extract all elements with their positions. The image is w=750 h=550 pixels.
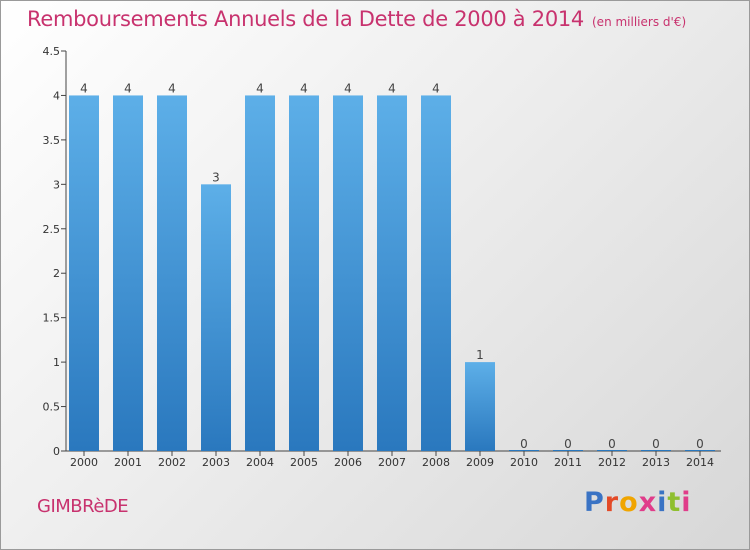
bar	[113, 95, 143, 451]
chart-axes: 0 0.5 1 1.5 2 2.5 3 3.5 4 4.5 2000 2001 2002 2003 2004…	[43, 45, 721, 469]
y-tick-label: 4	[53, 89, 60, 102]
bar	[69, 95, 99, 451]
proxiti-logo: Proxiti	[584, 487, 692, 518]
data-label: 4	[388, 81, 396, 95]
bar	[465, 362, 495, 451]
x-tick-label: 2003	[202, 456, 230, 469]
data-label: 4	[80, 81, 88, 95]
chart-bars	[69, 95, 715, 452]
data-label: 4	[432, 81, 440, 95]
x-tick-label: 2010	[510, 456, 538, 469]
data-label: 4	[168, 81, 176, 95]
logo-letter: P	[584, 487, 605, 518]
x-tick-label: 2007	[378, 456, 406, 469]
data-label: 4	[124, 81, 132, 95]
x-tick-label: 2001	[114, 456, 142, 469]
chart-labels: 4 4 4 3 4 4 4 4 4 1 0 0 0 0 0	[80, 81, 704, 451]
logo-letter: i	[657, 487, 668, 518]
bar	[157, 95, 187, 451]
x-tick-label: 2005	[290, 456, 318, 469]
chart-title: Remboursements Annuels de la Dette de 20…	[27, 7, 584, 31]
x-tick-label: 2006	[334, 456, 362, 469]
logo-letter: r	[604, 487, 620, 518]
data-label: 3	[212, 170, 220, 184]
y-tick-label: 1	[53, 356, 60, 369]
data-label: 0	[608, 437, 616, 451]
y-tick-label: 3	[53, 178, 60, 191]
x-tick-label: 2011	[554, 456, 582, 469]
logo-letter: o	[619, 487, 639, 518]
data-label: 4	[300, 81, 308, 95]
logo-letter: t	[667, 487, 682, 518]
y-tick-label: 0.5	[43, 401, 61, 414]
data-label: 0	[564, 437, 572, 451]
data-label: 4	[344, 81, 352, 95]
x-tick-label: 2002	[158, 456, 186, 469]
x-tick-label: 2012	[598, 456, 626, 469]
data-label: 0	[696, 437, 704, 451]
y-tick-label: 0	[53, 445, 60, 458]
y-tick-label: 1.5	[43, 312, 61, 325]
data-label: 0	[520, 437, 528, 451]
y-tick-label: 3.5	[43, 134, 61, 147]
data-label: 4	[256, 81, 264, 95]
x-tick-label: 2004	[246, 456, 274, 469]
chart-subtitle: (en milliers d'€)	[592, 15, 687, 29]
bar	[201, 184, 231, 452]
data-label: 1	[476, 348, 484, 362]
data-label: 0	[652, 437, 660, 451]
x-tick-label: 2000	[70, 456, 98, 469]
x-tick-label: 2014	[686, 456, 714, 469]
commune-name: GIMBRèDE	[37, 496, 129, 517]
y-tick-label: 2	[53, 267, 60, 280]
x-tick-label: 2008	[422, 456, 450, 469]
chart-title-block: Remboursements Annuels de la Dette de 20…	[27, 7, 686, 31]
logo-letter: x	[638, 487, 658, 518]
x-tick-label: 2009	[466, 456, 494, 469]
bar	[377, 95, 407, 451]
bar	[245, 95, 275, 451]
bar	[333, 95, 363, 451]
y-tick-label: 4.5	[43, 45, 61, 58]
y-tick-label: 2.5	[43, 223, 61, 236]
logo-letter: i	[681, 487, 692, 518]
bar	[421, 95, 451, 451]
bar	[289, 95, 319, 451]
x-tick-label: 2013	[642, 456, 670, 469]
